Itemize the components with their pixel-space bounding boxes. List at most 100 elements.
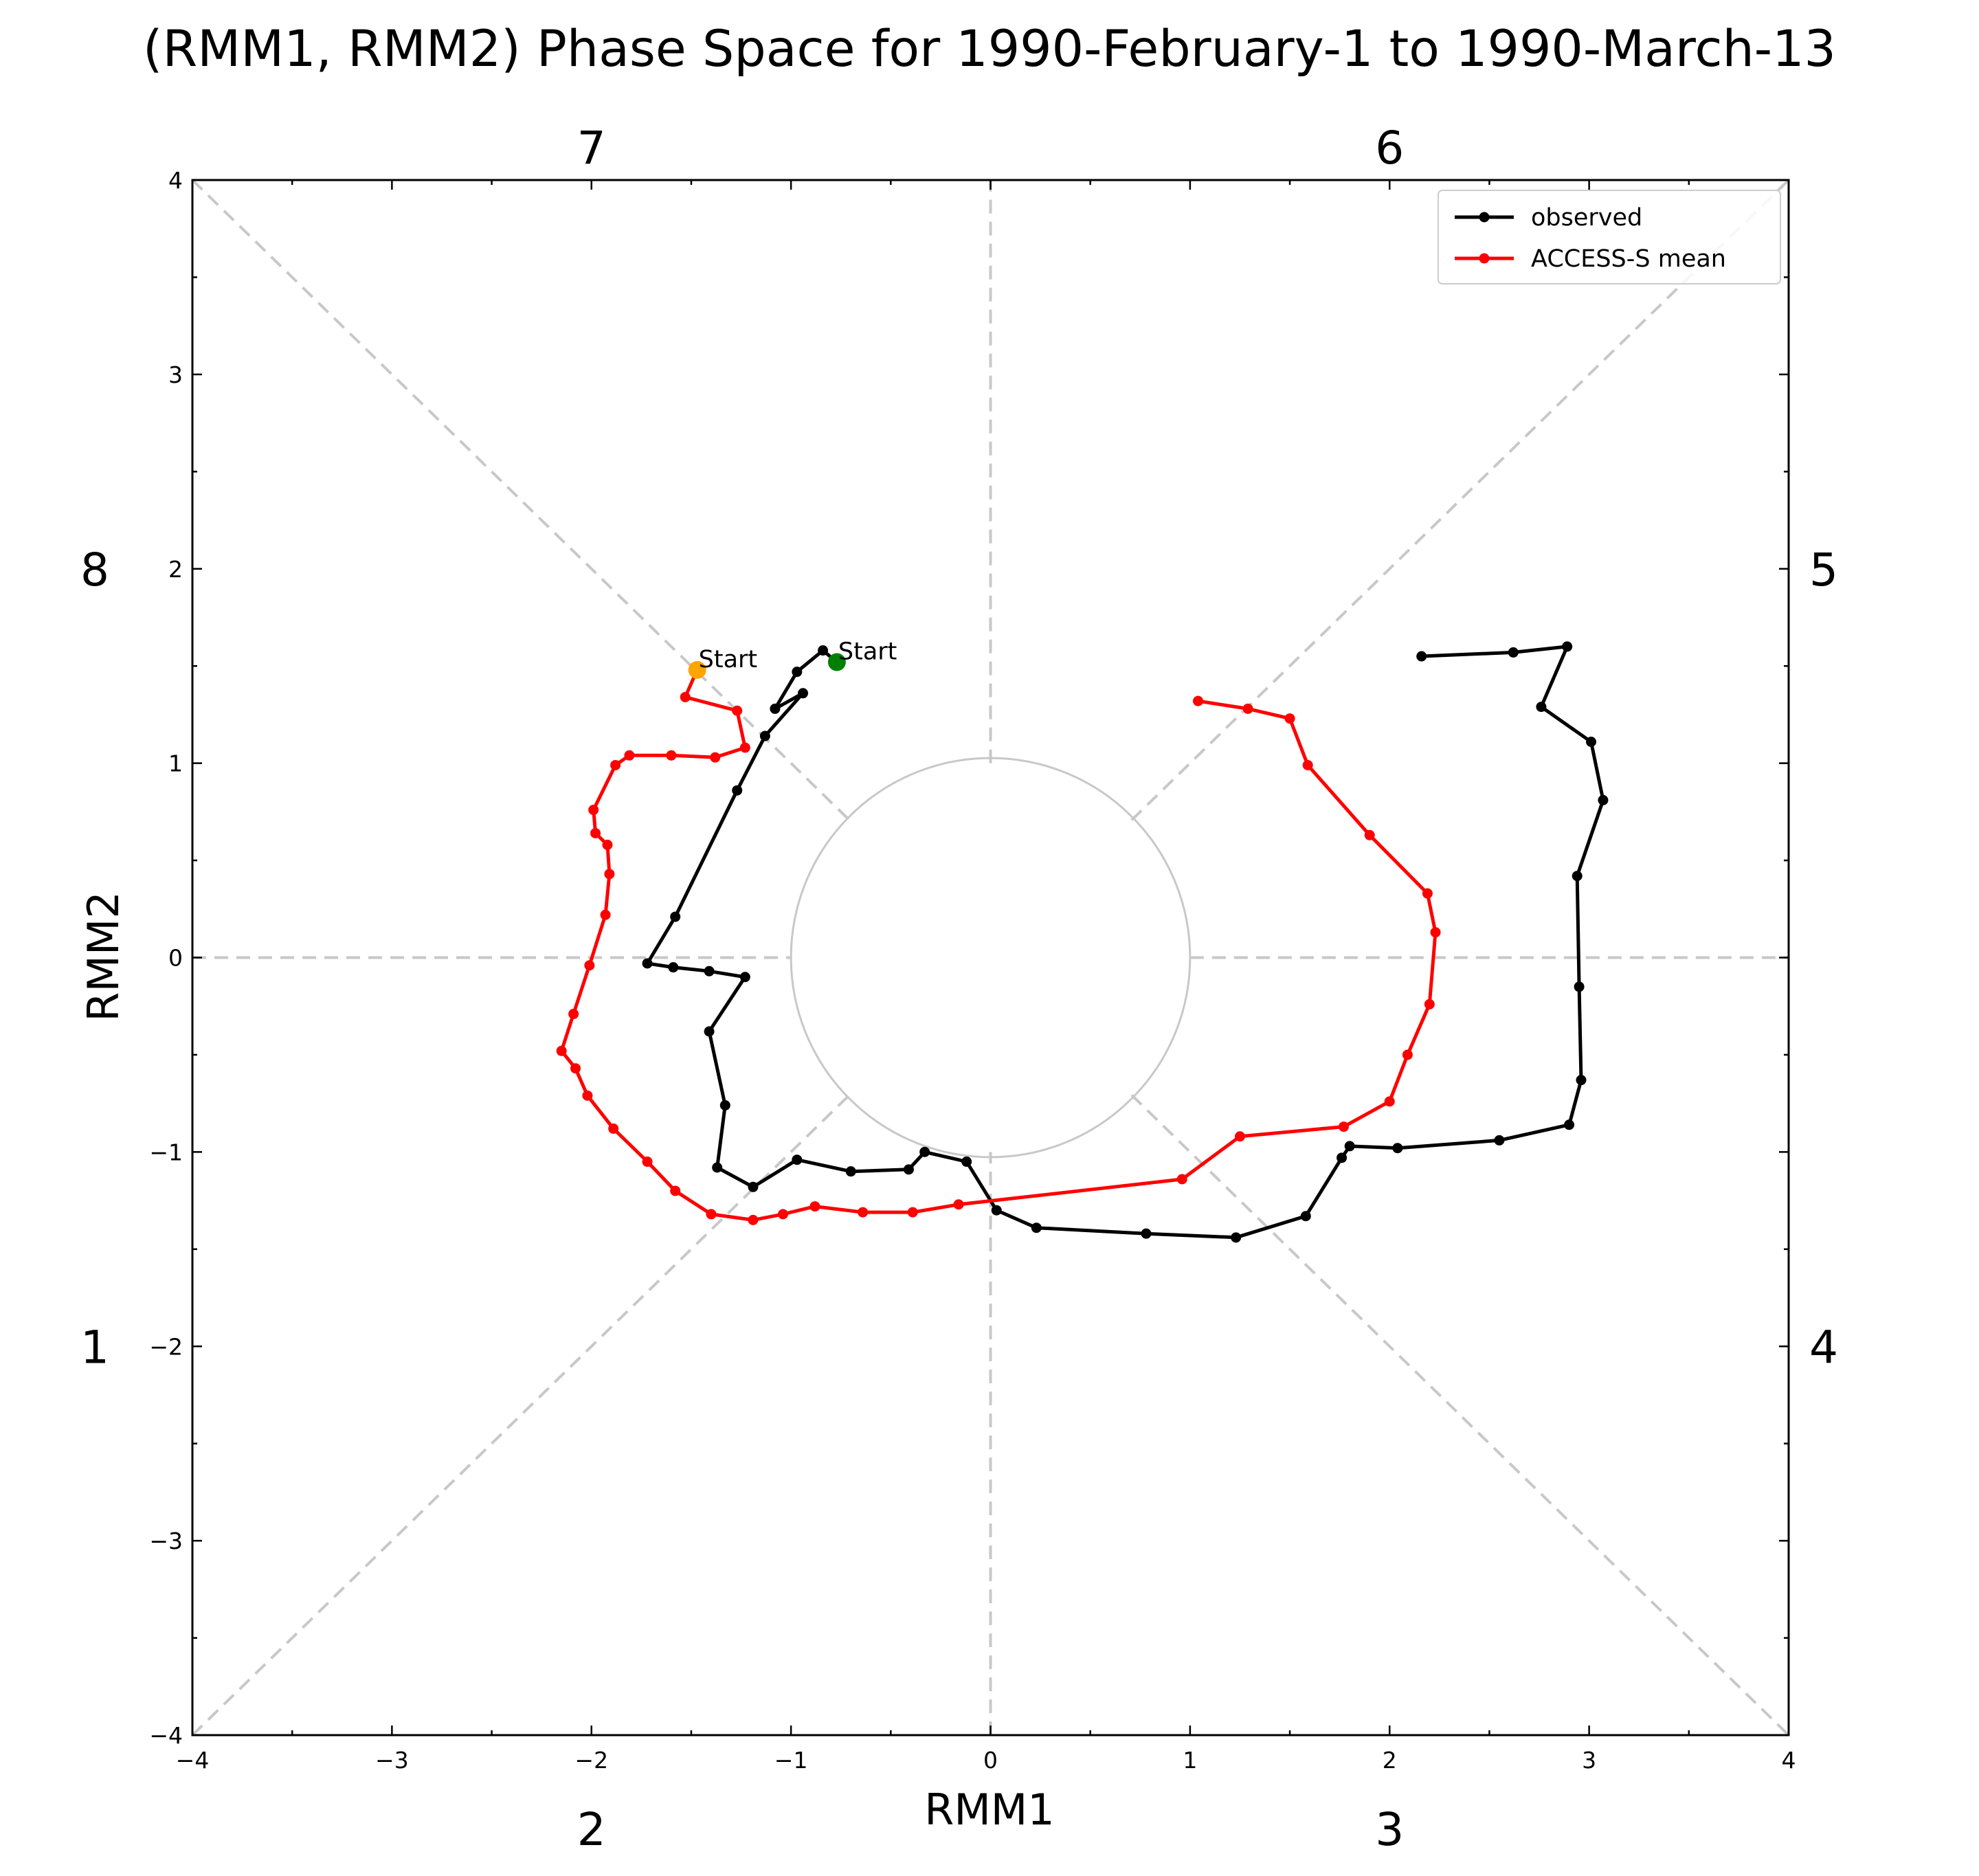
data-point: [792, 667, 803, 678]
data-point: [1562, 641, 1573, 652]
data-point: [608, 1123, 619, 1134]
data-point: [1242, 703, 1253, 714]
data-point: [1422, 888, 1433, 899]
x-tick-label: −1: [774, 1747, 808, 1774]
data-point: [903, 1164, 914, 1175]
data-point: [1536, 702, 1547, 713]
data-point: [590, 827, 601, 838]
data-point: [1494, 1135, 1505, 1146]
start-marker: [688, 660, 706, 679]
data-point: [668, 962, 679, 973]
phase-label: 5: [1809, 544, 1838, 596]
data-point: [1402, 1049, 1413, 1060]
y-axis-label: RMM2: [78, 891, 128, 1022]
phase-labels: 7 6 8 1 5 4 2 3: [80, 122, 1838, 1856]
data-point: [919, 1146, 930, 1157]
data-point: [1231, 1232, 1242, 1243]
y-tick-label: 1: [168, 750, 183, 777]
data-point: [732, 705, 743, 716]
x-tick-label: −3: [375, 1747, 409, 1774]
data-point: [556, 1045, 567, 1056]
data-point: [602, 839, 613, 850]
data-point: [670, 1185, 681, 1196]
data-point: [1344, 1141, 1355, 1152]
data-point: [739, 742, 750, 753]
data-point: [1576, 1075, 1587, 1086]
data-point: [1424, 998, 1435, 1009]
y-tick-label: −2: [149, 1333, 183, 1360]
data-point: [798, 688, 809, 699]
data-point: [1364, 829, 1375, 840]
y-tick-label: −3: [149, 1528, 183, 1554]
data-point: [1598, 794, 1609, 805]
data-point: [1284, 713, 1295, 724]
plot-frame: [191, 179, 1790, 1737]
phase-guides: [191, 179, 1790, 1737]
y-tick-label: 4: [168, 167, 183, 194]
data-point: [624, 750, 635, 761]
data-point: [809, 1201, 820, 1212]
start-label: Start: [838, 638, 897, 666]
data-point: [1574, 981, 1585, 992]
data-point: [1300, 1211, 1311, 1222]
data-point: [610, 759, 621, 770]
start-label: Start: [699, 646, 758, 673]
phase-label: 8: [80, 544, 109, 596]
legend: observed ACCESS-S mean: [1438, 190, 1781, 284]
data-point: [1176, 1174, 1187, 1185]
data-point: [792, 1154, 803, 1165]
data-point: [1302, 759, 1313, 770]
data-point: [582, 1090, 593, 1101]
data-point: [759, 730, 770, 741]
data-point: [570, 1063, 581, 1074]
data-point: [1234, 1131, 1245, 1142]
data-point: [1192, 695, 1203, 706]
chart-title: (RMM1, RMM2) Phase Space for 1990-Februa…: [143, 20, 1836, 78]
phase-label: 6: [1375, 122, 1404, 175]
data-point: [666, 750, 677, 761]
y-tick-label: 2: [168, 556, 183, 583]
x-tick-label: 4: [1782, 1747, 1796, 1774]
data-point: [953, 1199, 964, 1210]
data-point: [1430, 927, 1441, 938]
data-point: [1392, 1143, 1403, 1154]
data-point: [1141, 1228, 1152, 1239]
legend-swatch-marker: [1479, 212, 1490, 223]
phase-label: 4: [1809, 1321, 1838, 1374]
data-point: [778, 1209, 789, 1220]
x-tick-label: 1: [1183, 1747, 1197, 1774]
series-group: Start Start: [556, 638, 1609, 1243]
legend-entry: ACCESS-S mean: [1531, 245, 1726, 273]
x-tick-label: −2: [574, 1747, 608, 1774]
data-point: [858, 1207, 869, 1218]
y-tick-label: 0: [168, 945, 183, 972]
legend-box: [1438, 190, 1781, 284]
series-line: [645, 645, 1605, 1240]
data-point: [568, 1009, 579, 1020]
data-point: [907, 1207, 918, 1218]
legend-entry: observed: [1531, 204, 1642, 232]
data-point: [770, 703, 781, 714]
data-point: [748, 1181, 759, 1192]
series-0: Start: [642, 638, 1609, 1243]
data-point: [706, 1209, 717, 1220]
data-point: [1384, 1096, 1395, 1107]
data-point: [1572, 871, 1583, 882]
x-axis-label: RMM1: [924, 1785, 1055, 1835]
phase-label: 7: [577, 122, 606, 175]
y-tick-label: 3: [168, 361, 183, 388]
x-tick-label: −4: [176, 1747, 210, 1774]
data-point: [600, 909, 611, 920]
data-point: [1031, 1222, 1042, 1233]
data-point: [588, 805, 599, 816]
reference-circle: [790, 757, 1192, 1159]
data-point: [818, 645, 829, 656]
data-point: [1508, 647, 1519, 658]
data-point: [710, 752, 721, 763]
data-point: [845, 1166, 856, 1177]
data-point: [719, 1099, 730, 1110]
data-point: [1337, 1152, 1348, 1163]
phase-label: 1: [80, 1321, 109, 1374]
data-point: [670, 911, 681, 922]
